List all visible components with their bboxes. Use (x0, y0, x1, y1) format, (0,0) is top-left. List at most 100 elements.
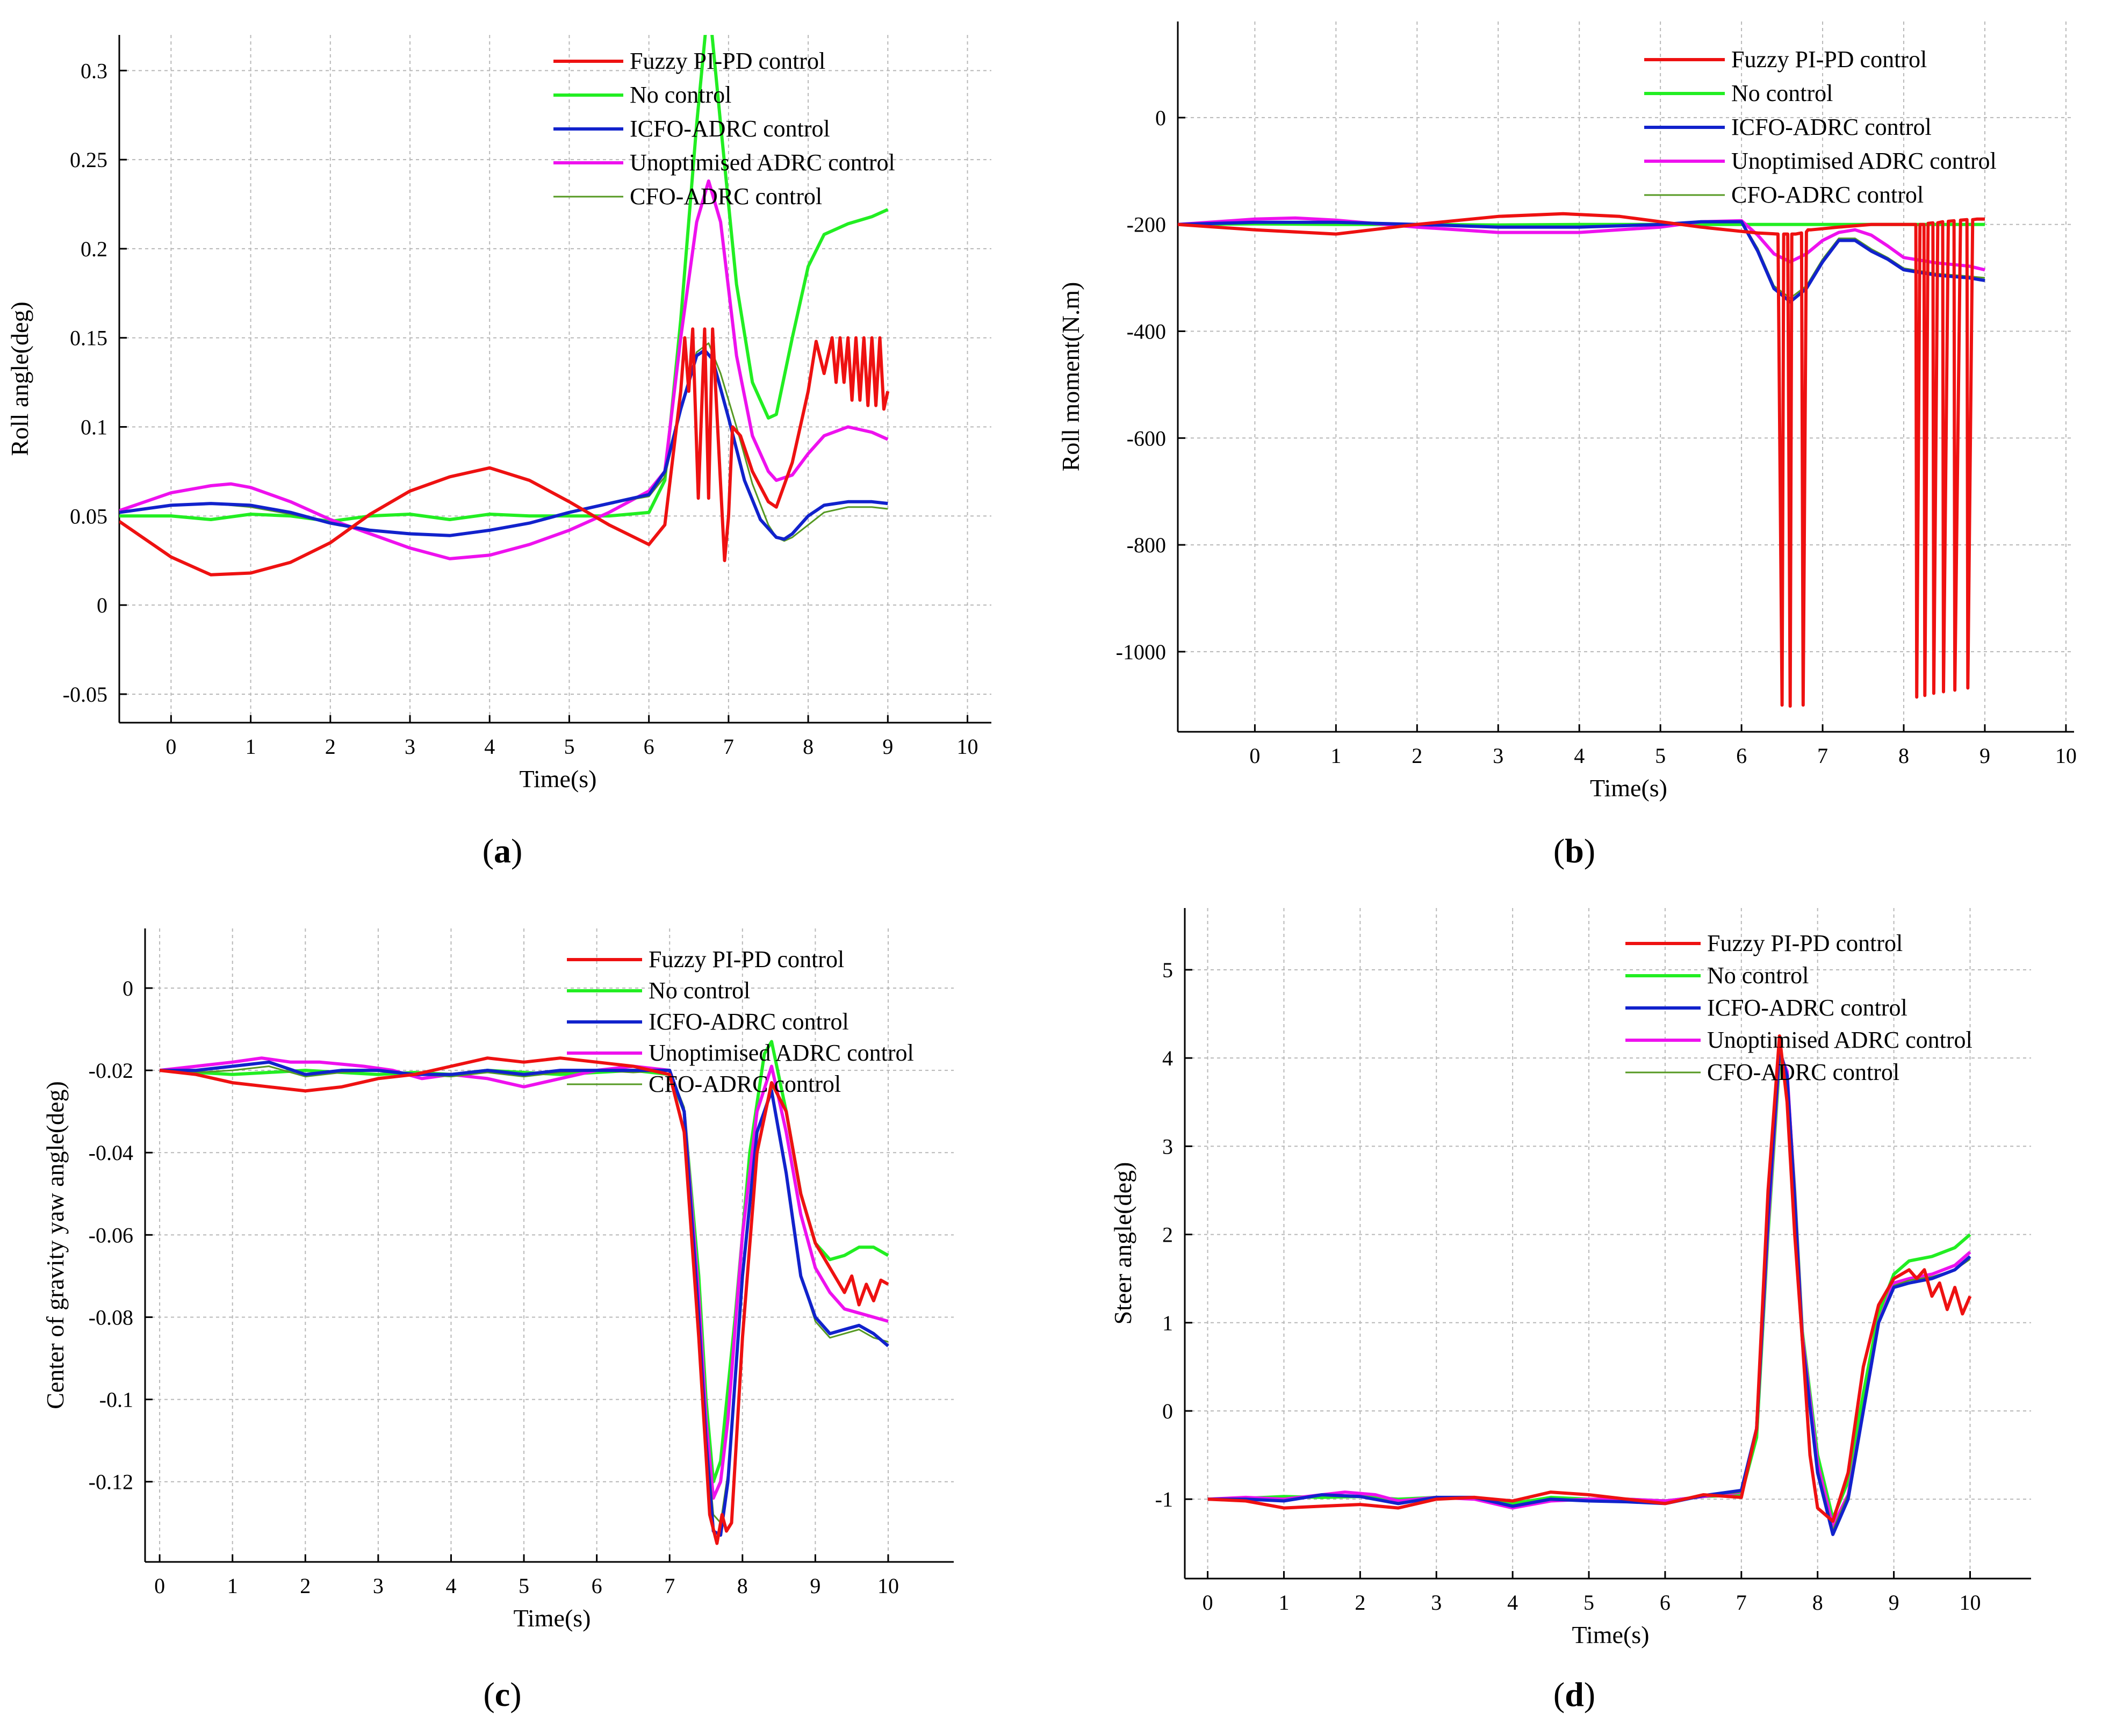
x-tick-label: 1 (227, 1574, 238, 1598)
legend-label: CFO-ADRC control (649, 1071, 841, 1097)
x-tick-label: 4 (445, 1574, 456, 1598)
panel-caption: (a) (483, 832, 523, 870)
y-tick-label: -0.06 (89, 1223, 133, 1247)
y-tick-label: 5 (1162, 958, 1173, 982)
y-tick-label: 0 (1162, 1399, 1173, 1423)
y-tick-label: 0.05 (70, 504, 107, 528)
legend-label: ICFO-ADRC control (1731, 114, 1932, 140)
legend-label: No control (1707, 962, 1809, 989)
legend-label: CFO-ADRC control (1731, 182, 1924, 208)
y-tick-label: 4 (1162, 1046, 1173, 1070)
legend-label: Fuzzy PI-PD control (630, 48, 825, 74)
x-tick-label: 7 (1817, 744, 1828, 768)
legend-label: Unoptimised ADRC control (1731, 148, 1997, 174)
x-tick-label: 3 (405, 734, 415, 759)
legend-label: No control (630, 82, 731, 108)
x-tick-label: 9 (1889, 1590, 1899, 1615)
y-tick-label: 0.3 (81, 59, 107, 83)
panel-c: 0 1 2 3 4 5 6 7 8 9 10 -0.12 -0.1 -0.08 -0.06 -0.04 -0.0… (41, 928, 954, 1713)
x-tick-label: 7 (664, 1574, 675, 1598)
x-tick-label: 5 (1583, 1590, 1594, 1615)
x-tick-label: 2 (300, 1574, 311, 1598)
y-tick-label: 0.25 (70, 148, 107, 172)
series-line-no-control (119, 35, 889, 523)
panel-caption: (d) (1553, 1675, 1595, 1713)
legend-label: Fuzzy PI-PD control (649, 946, 844, 973)
series-group (159, 1040, 889, 1545)
x-tick-label: 2 (1355, 1590, 1365, 1615)
x-tick-label: 9 (882, 734, 893, 759)
y-tick-label: -0.08 (89, 1305, 133, 1329)
series-line-fuzzy-pi-pd-control (1207, 1034, 1972, 1523)
legend-label: Unoptimised ADRC control (1707, 1027, 1973, 1053)
y-tick-label: -1000 (1116, 640, 1166, 664)
x-tick-label: 0 (1249, 744, 1260, 768)
x-tick-label: 10 (957, 734, 978, 759)
y-tick-label: 0.15 (70, 326, 107, 350)
x-tick-label: 4 (1574, 744, 1585, 768)
legend-label: Fuzzy PI-PD control (1707, 930, 1903, 956)
series-group (119, 35, 890, 577)
x-tick-label: 0 (154, 1574, 165, 1598)
x-tick-label: 5 (519, 1574, 529, 1598)
series-line-no-control (1207, 1061, 1971, 1521)
x-tick-label: 8 (1898, 744, 1909, 768)
x-tick-label: 10 (1959, 1590, 1981, 1615)
series-group (1207, 1034, 1972, 1536)
x-tick-label: 2 (1412, 744, 1422, 768)
legend: Fuzzy PI-PD control No control ICFO-ADRC c… (553, 48, 895, 210)
legend-label: ICFO-ADRC control (649, 1009, 849, 1035)
legend-label: ICFO-ADRC control (1707, 995, 1907, 1021)
y-tick-label: 0 (97, 593, 107, 617)
x-tick-label: 4 (1507, 1590, 1518, 1615)
panel-b: 0 1 2 3 4 5 6 7 8 9 10 -1000 -800 -600 -400 -200 0 Time(s… (1057, 21, 2077, 870)
panel-caption: (b) (1553, 832, 1595, 870)
series-line-fuzzy-pi-pd-control (159, 1056, 889, 1545)
x-tick-label: 4 (484, 734, 495, 759)
y-tick-label: -400 (1127, 320, 1166, 344)
y-tick-label: 0 (1155, 106, 1166, 130)
y-tick-label: -600 (1127, 426, 1166, 450)
series-group (1178, 212, 1985, 708)
x-tick-label: 1 (1278, 1590, 1289, 1615)
y-tick-label: 3 (1162, 1134, 1173, 1158)
x-tick-label: 8 (803, 734, 814, 759)
y-tick-label: -0.1 (99, 1388, 133, 1412)
x-tick-label: 10 (2055, 744, 2077, 768)
y-tick-label: 0.1 (81, 415, 107, 440)
x-tick-label: 1 (1330, 744, 1341, 768)
series-line-cfo-adrc-control (119, 342, 888, 542)
x-tick-label: 5 (1655, 744, 1666, 768)
x-tick-label: 0 (1203, 1590, 1213, 1615)
legend-label: Unoptimised ADRC control (649, 1040, 914, 1066)
panel-caption: (c) (483, 1675, 521, 1713)
panel-d: 0 1 2 3 4 5 6 7 8 9 10 -1 0 1 2 3 4 5 Time(s) Steer angle(d… (1109, 908, 2031, 1713)
x-tick-label: 6 (1660, 1590, 1671, 1615)
y-axis-label: Steer angle(deg) (1109, 1162, 1136, 1325)
x-tick-label: 1 (246, 734, 256, 759)
y-tick-label: -0.02 (89, 1058, 133, 1083)
series-line-unoptimised-adrc-control (119, 179, 889, 560)
legend-label: Unoptimised ADRC control (630, 149, 895, 176)
x-tick-label: 8 (1812, 1590, 1823, 1615)
panel-a: 0 1 2 3 4 5 6 7 8 9 10 -0.05 0 0.05 0.1 0.15 0.2 0.25 0.3 T… (6, 35, 991, 870)
legend-label: CFO-ADRC control (1707, 1059, 1899, 1085)
x-tick-label: 3 (373, 1574, 384, 1598)
y-tick-label: -0.12 (89, 1470, 133, 1494)
x-tick-label: 9 (810, 1574, 820, 1598)
series-line-no-control (159, 1040, 889, 1483)
x-tick-label: 10 (877, 1574, 899, 1598)
y-tick-label: -0.05 (63, 682, 107, 707)
legend: Fuzzy PI-PD control No control ICFO-ADRC c… (567, 946, 914, 1097)
x-tick-label: 9 (1979, 744, 1990, 768)
series-line-icfo-adrc-control (119, 348, 888, 541)
y-tick-label: -0.04 (89, 1141, 133, 1165)
x-tick-label: 7 (1736, 1590, 1747, 1615)
x-tick-label: 6 (592, 1574, 602, 1598)
x-tick-label: 6 (1736, 744, 1747, 768)
legend-label: Fuzzy PI-PD control (1731, 46, 1927, 73)
y-tick-label: 0.2 (81, 237, 107, 261)
series-line-no-control (1178, 222, 1985, 227)
x-axis-label: Time(s) (1590, 774, 1667, 802)
